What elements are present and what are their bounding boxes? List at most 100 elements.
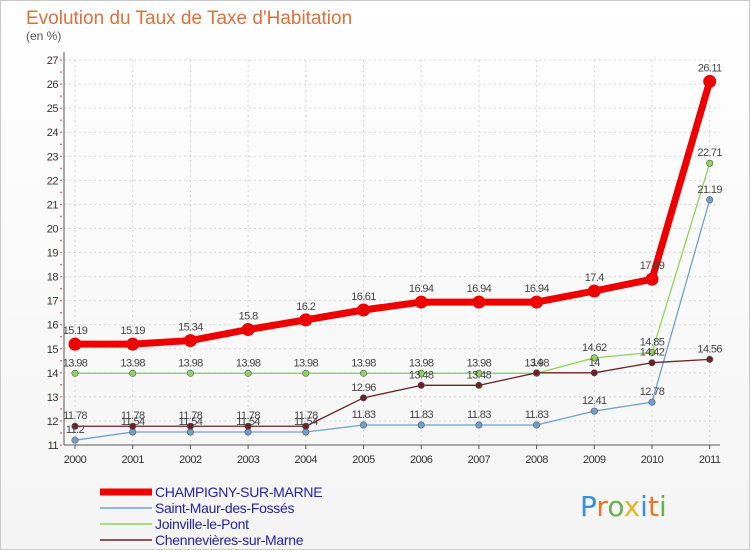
x-tick-label: 2002: [179, 454, 202, 466]
axis-layer: 11 12 13 14 15 16 17 18 19 20 21 22 23 24 25 26 27 2000 20…: [47, 52, 721, 466]
series-point: [302, 369, 310, 377]
y-axis-dot: [60, 372, 62, 374]
data-label: 16.94: [467, 283, 492, 295]
y-axis-dot: [60, 71, 62, 73]
series-point: [244, 422, 252, 430]
y-axis-dot: [60, 323, 62, 326]
series-point: [587, 284, 601, 298]
series-point: [71, 436, 79, 444]
y-tick-label: 22: [47, 175, 59, 187]
y-axis-dot: [60, 167, 62, 170]
series-point: [357, 303, 370, 317]
series-point: [359, 369, 367, 377]
series-point: [648, 348, 656, 356]
data-label: 14.56: [697, 343, 722, 355]
data-label: 13.98: [120, 357, 145, 369]
y-axis-dot: [60, 444, 62, 446]
legend-label: CHAMPIGNY-SUR-MARNE: [155, 484, 322, 500]
y-tick-label: 14: [47, 368, 59, 380]
y-axis-dot: [60, 263, 62, 266]
y-tick-label: 27: [47, 55, 59, 67]
logo-letter: P: [580, 490, 597, 523]
series-layer: [68, 74, 717, 444]
data-label: 11.78: [236, 410, 260, 422]
data-label: 13.98: [409, 357, 434, 369]
series-point: [590, 407, 598, 415]
y-axis-dot: [60, 143, 62, 146]
data-label: 26.11: [698, 62, 722, 74]
series-point: [68, 337, 82, 351]
logo-letter: x: [623, 490, 641, 523]
x-tick-label: 2009: [583, 454, 606, 466]
series-point: [703, 74, 717, 88]
data-label: 13.98: [524, 357, 549, 369]
series-point: [126, 337, 140, 351]
series-point: [71, 422, 79, 430]
logo-letter: i: [640, 490, 648, 523]
y-axis-dot: [60, 275, 62, 278]
data-label: 13.48: [467, 369, 492, 381]
y-axis-dot: [60, 119, 62, 121]
series-point: [302, 422, 310, 430]
data-label: 16.94: [409, 283, 434, 295]
series-line: [75, 163, 711, 374]
y-axis-dot: [60, 215, 62, 218]
y-tick-label: 23: [47, 151, 59, 163]
data-label: 12.78: [640, 386, 665, 398]
series-point: [414, 295, 428, 309]
y-tick-label: 11: [48, 440, 59, 452]
series-point: [183, 334, 197, 348]
series-point: [590, 369, 598, 377]
y-tick-label: 26: [47, 79, 59, 91]
series-point: [359, 394, 367, 402]
data-label: 16.61: [351, 291, 376, 303]
series-point: [648, 398, 656, 406]
y-axis-dot: [60, 347, 62, 350]
y-axis-dot: [60, 155, 62, 158]
y-axis-dot: [60, 203, 62, 206]
data-label: 17.4: [585, 272, 604, 284]
grid-layer: [64, 59, 720, 446]
logo-letter: o: [607, 490, 624, 523]
y-axis-dot: [60, 396, 62, 398]
y-axis-dot: [60, 432, 62, 434]
data-label: 15.34: [178, 322, 203, 334]
data-label: 11.54: [179, 416, 203, 428]
data-label: 13.98: [63, 357, 88, 369]
data-label: 12.96: [351, 382, 376, 394]
y-tick-label: 24: [47, 127, 59, 139]
x-tick-label: 2011: [699, 454, 721, 466]
y-axis-dot: [60, 107, 62, 109]
x-tick-label: 2010: [641, 454, 664, 466]
series-point: [706, 159, 714, 167]
series-point: [645, 272, 659, 286]
x-tick-label: 2005: [352, 454, 375, 466]
data-label: 17.89: [640, 260, 665, 272]
series-point: [241, 323, 255, 336]
data-label-layer: 15.19 15.19 15.34 15.8 16.2 16.61 16.94 16.94 16…: [63, 62, 723, 436]
data-label: 16.94: [524, 283, 549, 295]
y-unit-label: (en %): [26, 29, 61, 43]
data-label: 11.78: [121, 410, 145, 422]
series-point: [417, 381, 425, 389]
y-axis-dot: [60, 408, 62, 410]
series-point: [417, 421, 425, 429]
data-label: 11.83: [352, 409, 376, 421]
data-label: 11.78: [294, 410, 318, 422]
series-point: [533, 369, 541, 377]
series-point: [186, 428, 194, 436]
y-axis-dot: [60, 239, 62, 242]
data-label: 15.19: [63, 325, 88, 337]
data-label: 12.41: [582, 395, 607, 407]
series-point: [475, 369, 483, 377]
data-label: 11.83: [525, 409, 549, 421]
series-point: [472, 295, 486, 309]
series-point: [706, 355, 714, 363]
data-label: 15.19: [120, 325, 145, 337]
y-tick-label: 20: [47, 223, 59, 235]
y-axis-dot: [60, 299, 62, 302]
x-tick-label: 2000: [64, 454, 87, 466]
y-axis-dot: [60, 191, 62, 194]
series-point: [706, 196, 714, 204]
